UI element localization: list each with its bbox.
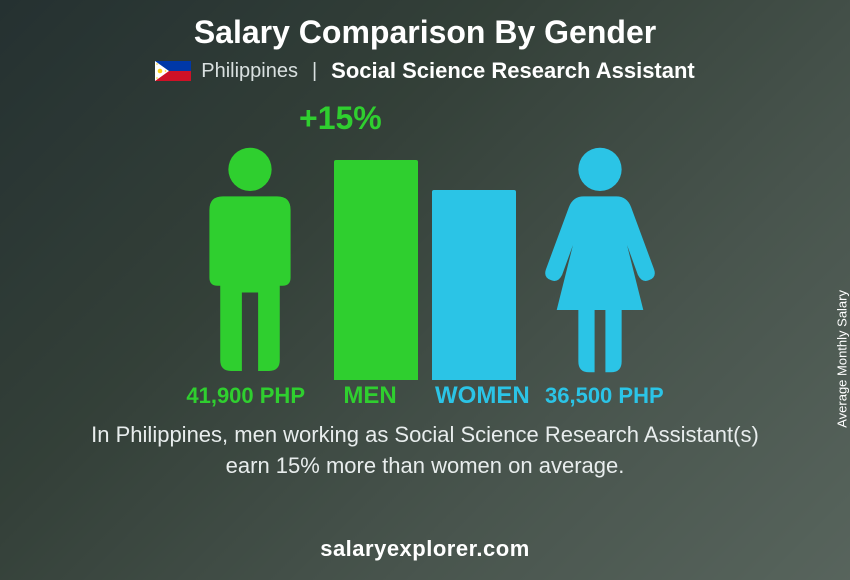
male-bar: [334, 160, 418, 380]
subtitle-row: Philippines | Social Science Research As…: [0, 58, 850, 84]
percent-label: +15%: [299, 100, 382, 137]
subtitle-role: Social Science Research Assistant: [331, 58, 695, 84]
chart-area: +15%: [60, 100, 790, 410]
labels-row: 41,900 PHP MEN WOMEN 36,500 PHP: [60, 382, 790, 410]
male-label: MEN: [325, 382, 415, 410]
subtitle-separator: |: [312, 60, 317, 83]
male-salary: 41,900 PHP: [125, 383, 305, 409]
female-bar: [432, 190, 516, 380]
side-label: Average Monthly Salary: [835, 290, 850, 428]
subtitle-country: Philippines: [201, 60, 298, 83]
description-text: In Philippines, men working as Social Sc…: [90, 420, 760, 482]
footer-link[interactable]: salaryexplorer.com: [0, 536, 850, 562]
female-icon: [530, 145, 670, 380]
page-title: Salary Comparison By Gender: [0, 14, 850, 51]
female-salary: 36,500 PHP: [545, 383, 725, 409]
female-label: WOMEN: [435, 382, 525, 410]
flag-icon: [155, 61, 191, 81]
figure-row: [60, 145, 790, 380]
male-icon: [180, 145, 320, 380]
infographic-canvas: Salary Comparison By Gender Philippines …: [0, 0, 850, 580]
